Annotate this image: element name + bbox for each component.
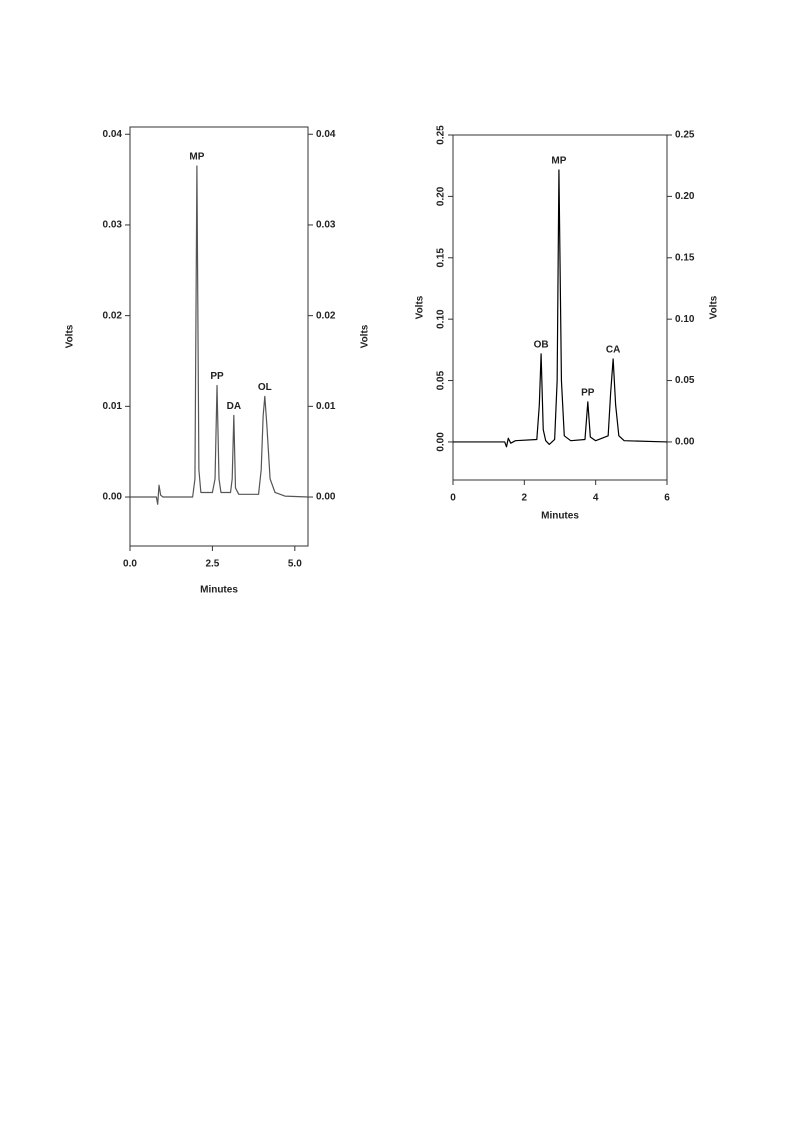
peak-label: OL (258, 382, 272, 393)
y2-tick-label: 0.10 (675, 314, 695, 325)
y-tick-label: 0.00 (436, 432, 447, 452)
y2-tick-label: 0.01 (316, 401, 336, 412)
y-tick-label: 0.15 (436, 248, 447, 268)
peak-label: MP (189, 152, 204, 163)
y2-tick-label: 0.15 (675, 252, 695, 263)
y2-axis-label: Volts (360, 324, 371, 348)
y2-axis-label: Volts (709, 295, 720, 319)
peak-label: MP (551, 156, 566, 167)
x-tick-label: 0.0 (123, 559, 137, 570)
x-axis-label: Minutes (200, 585, 238, 596)
y-tick-label: 0.01 (103, 401, 123, 412)
y2-tick-label: 0.00 (675, 437, 695, 448)
chromatogram-line (453, 169, 668, 448)
y-tick-label: 0.05 (436, 370, 447, 390)
y2-tick-label: 0.20 (675, 191, 695, 202)
y-tick-label: 0.00 (103, 492, 123, 503)
peak-label: DA (227, 401, 241, 412)
x-tick-label: 2.5 (205, 559, 219, 570)
peak-label: PP (210, 371, 224, 382)
y-tick-label: 0.02 (103, 310, 123, 321)
x-axis-label: Minutes (541, 511, 579, 522)
y2-tick-label: 0.03 (316, 220, 336, 231)
peak-label: CA (606, 345, 620, 356)
y2-tick-label: 0.05 (675, 375, 695, 386)
x-tick-label: 0 (450, 493, 456, 504)
y-tick-label: 0.20 (436, 186, 447, 206)
x-tick-label: 6 (664, 493, 670, 504)
peak-label: PP (581, 388, 595, 399)
plot-frame (129, 126, 309, 547)
peak-label: OB (534, 340, 549, 351)
y-tick-label: 0.03 (103, 220, 123, 231)
y-tick-label: 0.25 (436, 125, 447, 145)
y-axis-label: Volts (65, 324, 76, 348)
chromatogram-line (130, 165, 309, 505)
y-tick-label: 0.04 (103, 129, 123, 140)
x-tick-label: 2 (522, 493, 528, 504)
x-tick-label: 4 (593, 493, 599, 504)
y-tick-label: 0.10 (436, 309, 447, 329)
x-tick-label: 5.0 (288, 559, 302, 570)
y2-tick-label: 0.25 (675, 130, 695, 141)
y2-tick-label: 0.00 (316, 492, 336, 503)
y-axis-label: Volts (415, 295, 426, 319)
plot-frame (452, 134, 668, 481)
y2-tick-label: 0.02 (316, 310, 336, 321)
y2-tick-label: 0.04 (316, 129, 336, 140)
